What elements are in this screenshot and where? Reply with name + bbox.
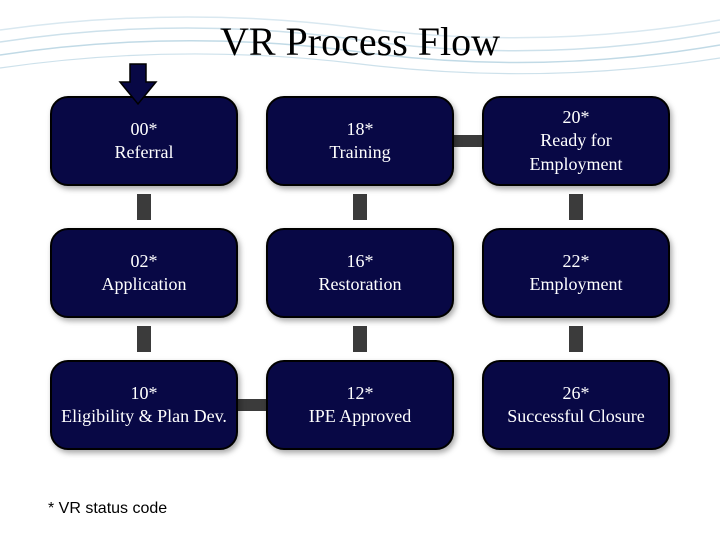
node-22-employment: 22* Employment — [482, 228, 670, 318]
node-label: Referral — [115, 141, 174, 164]
node-label: Successful Closure — [507, 405, 644, 428]
node-label: Application — [102, 273, 187, 296]
node-26-closure: 26* Successful Closure — [482, 360, 670, 450]
node-label: Restoration — [319, 273, 402, 296]
node-10-eligibility: 10* Eligibility & Plan Dev. — [50, 360, 238, 450]
node-18-training: 18* Training — [266, 96, 454, 186]
node-label: Employment — [530, 273, 623, 296]
node-code: 00* — [131, 118, 158, 141]
node-00-referral: 00* Referral — [50, 96, 238, 186]
node-code: 20* — [563, 106, 590, 129]
node-label: IPE Approved — [309, 405, 412, 428]
node-02-application: 02* Application — [50, 228, 238, 318]
node-12-ipe-approved: 12* IPE Approved — [266, 360, 454, 450]
footnote: * VR status code — [48, 500, 167, 518]
node-code: 02* — [131, 250, 158, 273]
node-code: 12* — [347, 382, 374, 405]
node-code: 18* — [347, 118, 374, 141]
node-20-ready-employment: 20* Ready for Employment — [482, 96, 670, 186]
node-code: 10* — [131, 382, 158, 405]
node-16-restoration: 16* Restoration — [266, 228, 454, 318]
entry-arrow-icon — [116, 62, 160, 106]
flow-grid: 00* Referral 18* Training 20* Ready for … — [50, 96, 670, 450]
page-title: VR Process Flow — [0, 0, 720, 65]
node-code: 16* — [347, 250, 374, 273]
node-code: 26* — [563, 382, 590, 405]
node-label: Training — [329, 141, 390, 164]
node-label: Eligibility & Plan Dev. — [61, 405, 227, 428]
node-code: 22* — [563, 250, 590, 273]
node-label: Ready for Employment — [492, 129, 660, 176]
